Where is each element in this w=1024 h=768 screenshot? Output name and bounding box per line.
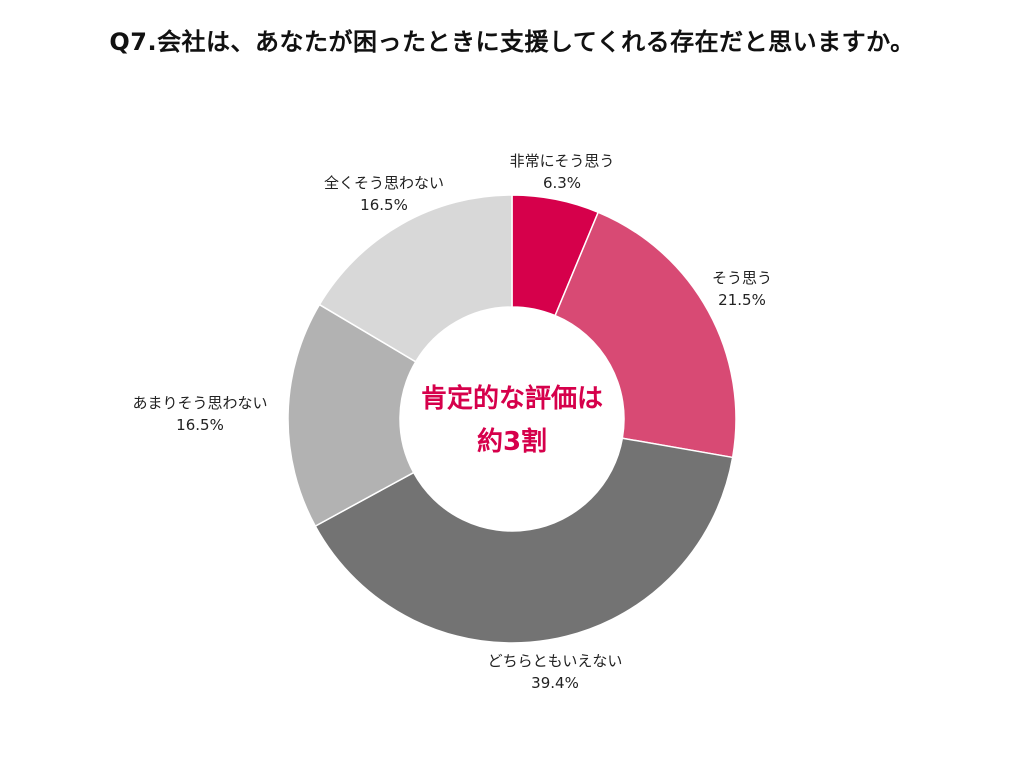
slices-group (287, 194, 737, 644)
slice-3 (287, 303, 417, 528)
slice-label-3: あまりそう思わない (132, 394, 267, 412)
center-label-line-2: 約3割 (477, 426, 547, 457)
slice-label-4: 全くそう思わない (324, 174, 444, 192)
slice-value-label-1: 21.5% (718, 291, 766, 309)
slice-value-label-2: 39.4% (531, 674, 579, 692)
slice-value-label-0: 6.3% (543, 174, 581, 192)
slice-value-label-4: 16.5% (360, 196, 408, 214)
slice-label-2: どちらともいえない (488, 652, 623, 670)
slice-label-1: そう思う (712, 269, 772, 287)
labels-group: 非常にそう思う 6.3% そう思う 21.5% どちらともいえない 39.4% あまりそう思… (132, 152, 772, 692)
slice-1 (554, 211, 737, 459)
center-label-line-1: 肯定的な評価は (421, 383, 603, 414)
slice-label-0: 非常にそう思う (510, 152, 615, 170)
center-label-group: 肯定的な評価は 約3割 (421, 383, 603, 457)
slice-2 (314, 437, 734, 644)
slice-4 (318, 194, 513, 363)
chart-title: Q7.会社は、あなたが困ったときに支援してくれる存在だと思いますか。 (109, 28, 915, 56)
slice-value-label-3: 16.5% (176, 416, 224, 434)
